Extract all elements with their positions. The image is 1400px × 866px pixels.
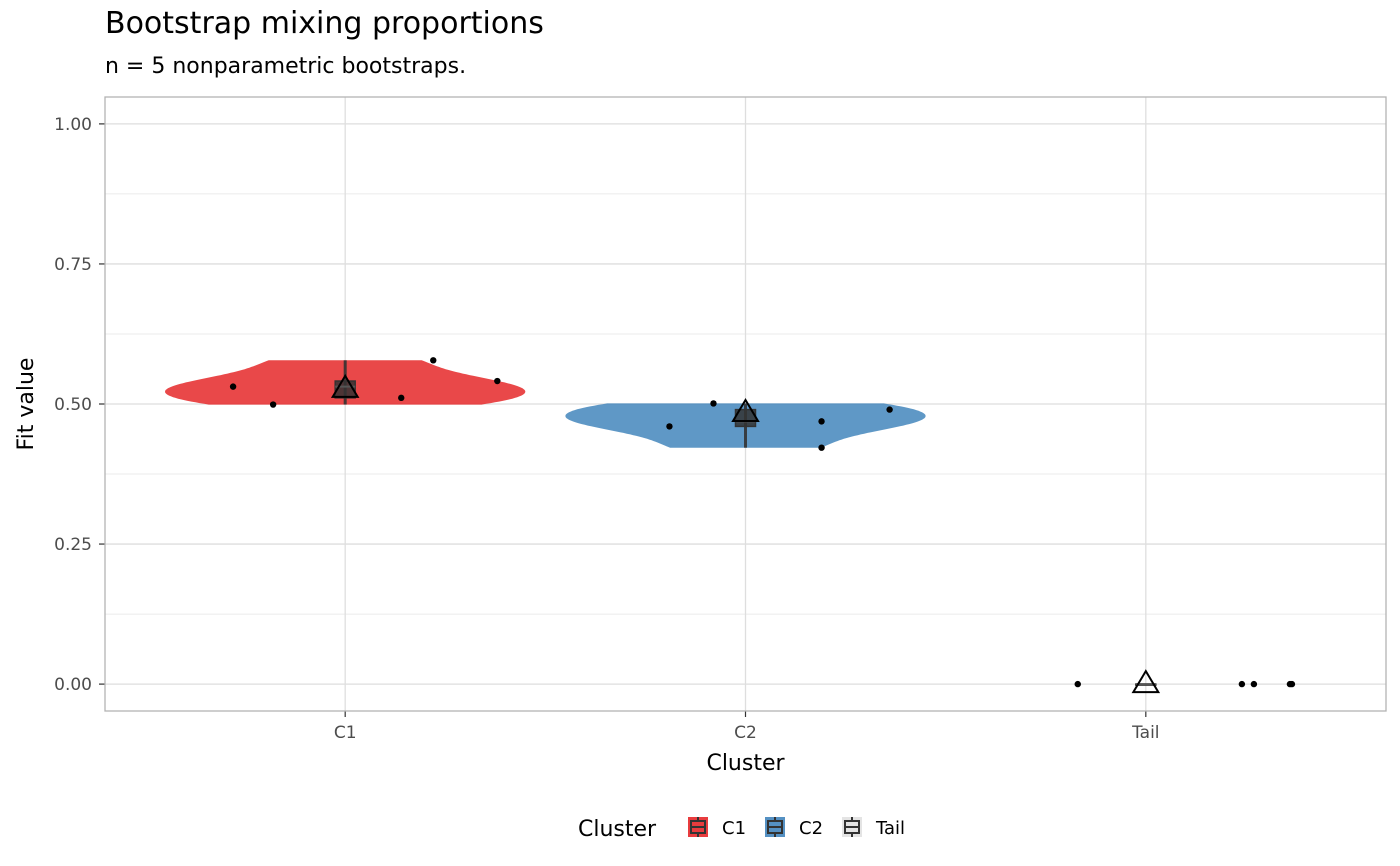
- data-point: [818, 444, 825, 451]
- data-point: [1250, 680, 1258, 688]
- y-axis-title: Fit value: [14, 358, 39, 451]
- data-point: [229, 383, 237, 390]
- chart-title: Bootstrap mixing proportions: [105, 6, 544, 41]
- data-point: [666, 423, 673, 430]
- data-point: [818, 418, 825, 425]
- legend-label-c1: C1: [722, 818, 746, 839]
- x-tick-label: C2: [734, 723, 757, 743]
- data-point: [1288, 680, 1296, 688]
- data-point: [430, 357, 437, 364]
- y-tick-label: 0.00: [54, 675, 92, 695]
- data-point: [710, 400, 717, 407]
- chart-subtitle: n = 5 nonparametric bootstraps.: [105, 54, 467, 79]
- x-axis-title: Cluster: [706, 751, 785, 776]
- data-point: [1238, 680, 1246, 688]
- y-tick-label: 0.75: [54, 255, 92, 275]
- data-point: [269, 401, 277, 408]
- data-point: [886, 406, 893, 413]
- panel-border: [104, 96, 1387, 712]
- legend: Cluster C1 C2 Tail: [578, 817, 905, 842]
- mean-marker: [330, 373, 360, 398]
- data-point: [1074, 680, 1081, 688]
- y-tick-label: 1.00: [54, 115, 92, 135]
- y-tick-label: 0.50: [54, 395, 92, 415]
- mean-marker: [1131, 669, 1161, 694]
- x-tick-label: Tail: [1131, 723, 1159, 743]
- x-tick-label: C1: [334, 723, 357, 743]
- legend-title: Cluster: [578, 817, 657, 842]
- mean-marker: [731, 398, 760, 422]
- data-point: [398, 394, 405, 402]
- legend-label-tail: Tail: [875, 818, 905, 839]
- legend-label-c2: C2: [799, 818, 823, 839]
- y-tick-label: 0.25: [54, 535, 92, 555]
- data-point: [494, 377, 501, 385]
